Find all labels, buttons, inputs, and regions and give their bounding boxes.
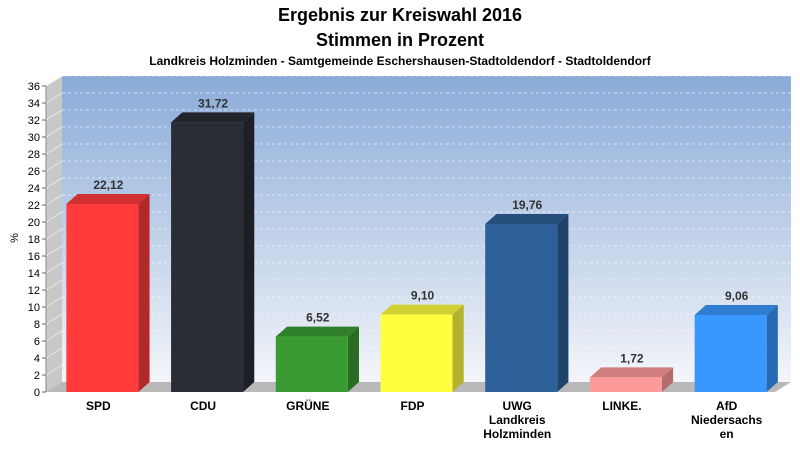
bar-top: [171, 112, 255, 123]
bar-front: [171, 122, 244, 392]
grid-line-side: [45, 109, 63, 121]
y-tick-label: 22: [28, 200, 40, 212]
x-tick-label: SPD: [86, 399, 111, 413]
grid-line-side: [45, 313, 63, 325]
bars: 22,12 31,72 6,52 9,10 19,76 1,72 9,06: [66, 96, 778, 392]
x-tick-label: CDU: [190, 399, 216, 413]
bar-value-label: 31,72: [198, 96, 228, 110]
bar-top: [589, 367, 674, 378]
bar: 1,72: [589, 351, 674, 392]
x-tick-label: FDP: [401, 399, 425, 413]
bar-value-label: 22,12: [93, 178, 123, 192]
bar: 6,52: [275, 311, 359, 392]
y-tick-label: 28: [28, 149, 40, 161]
grid-line-side: [45, 194, 63, 206]
bar-top: [485, 214, 569, 225]
bar-top: [275, 326, 359, 337]
chart-title-line2: Stimmen in Prozent: [316, 30, 484, 50]
x-tick-label: UWG Landkreis Holzminden: [483, 399, 551, 441]
grid-line-side: [45, 160, 63, 172]
bar: 19,76: [485, 198, 569, 392]
grid-line-side: [45, 330, 63, 342]
y-tick-label: 8: [34, 319, 40, 331]
y-tick-label: 14: [28, 268, 40, 280]
grid-line-side: [45, 75, 63, 87]
y-tick-label: 4: [34, 353, 40, 365]
bar-front: [380, 314, 453, 392]
x-tick-label: GRÜNE: [286, 398, 329, 413]
bar-value-label: 6,52: [306, 311, 330, 325]
bar-value-label: 9,06: [725, 289, 749, 303]
bar: 9,06: [694, 289, 778, 392]
grid-line-side: [45, 364, 63, 376]
y-tick-label: 10: [28, 302, 40, 314]
y-tick-label: 6: [34, 336, 40, 348]
grid-line-side: [45, 92, 63, 104]
x-tick-label: AfD Niedersachs en: [691, 399, 763, 441]
bar-front: [275, 336, 348, 392]
bar: 22,12: [66, 178, 150, 392]
bar: 31,72: [171, 96, 255, 392]
bar-front: [694, 314, 767, 392]
chart-subtitle: Landkreis Holzminden - Samtgemeinde Esch…: [149, 54, 651, 68]
bar-front: [66, 203, 139, 392]
grid-line-side: [45, 296, 63, 308]
y-tick-label: 32: [28, 115, 40, 127]
bar-value-label: 19,76: [512, 198, 542, 212]
bar: 9,10: [380, 289, 464, 392]
grid-line-side: [45, 126, 63, 138]
bar-side: [452, 304, 464, 392]
x-tick-label: LINKE.: [602, 399, 641, 413]
bar-value-label: 1,72: [620, 351, 644, 365]
y-tick-label: 24: [28, 183, 40, 195]
bar-side: [661, 367, 674, 392]
bar-side: [138, 193, 150, 392]
y-tick-label: 30: [28, 132, 40, 144]
bar-side: [766, 304, 778, 392]
y-tick-label: 0: [34, 387, 40, 399]
bar-top: [66, 193, 150, 204]
bar-side: [347, 326, 359, 392]
grid-line-side: [45, 347, 63, 359]
y-tick-label: 12: [28, 285, 40, 297]
y-tick-label: 34: [28, 98, 40, 110]
y-tick-label: 20: [28, 217, 40, 229]
bar-value-label: 9,10: [411, 289, 435, 303]
grid-line-side: [45, 143, 63, 155]
x-axis-labels: SPD CDU GRÜNE FDP UWG Landkreis Holzminden LINK…: [86, 398, 763, 441]
grid-line-side: [45, 211, 63, 223]
y-tick-label: 2: [34, 370, 40, 382]
bar-side: [243, 112, 255, 392]
bar-front: [589, 377, 662, 392]
y-tick-label: 36: [28, 81, 40, 93]
y-axis-label: %: [9, 233, 21, 243]
grid-line-side: [45, 279, 63, 291]
grid-line-side: [45, 177, 63, 189]
y-tick-label: 18: [28, 234, 40, 246]
grid-line-side: [45, 262, 63, 274]
y-tick-label: 26: [28, 166, 40, 178]
bar-top: [694, 304, 778, 315]
bar-top: [380, 304, 464, 315]
bar-side: [557, 214, 569, 392]
chart-title: Ergebnis zur Kreiswahl 2016: [278, 5, 522, 25]
grid-line-side: [45, 245, 63, 257]
y-tick-label: 16: [28, 251, 40, 263]
grid-line-side: [45, 228, 63, 240]
bar-front: [485, 224, 558, 392]
